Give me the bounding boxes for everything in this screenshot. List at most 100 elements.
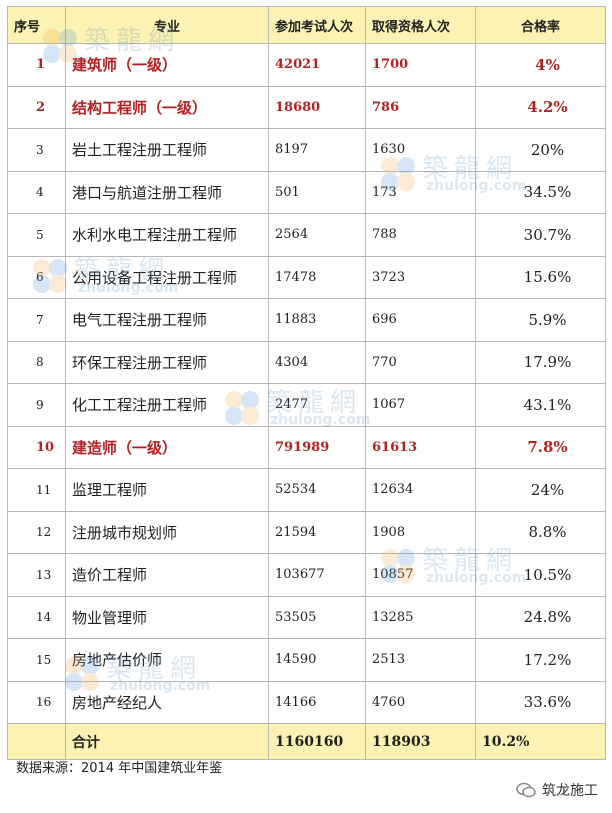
source-footnote: 数据来源：2014 年中国建筑业年鉴 [16, 761, 223, 776]
wechat-icon [516, 782, 536, 798]
row-index: 13 [7, 553, 66, 597]
row-pass-rate: 43.1% [475, 383, 606, 427]
row-index: 9 [7, 383, 66, 427]
row-exam-count: 2477 [268, 383, 366, 427]
row-specialty: 岩土工程注册工程师 [65, 128, 269, 172]
brand-label: 筑龙施工 [542, 783, 598, 799]
row-index: 14 [7, 595, 66, 639]
row-pass-rate: 24.8% [475, 595, 606, 639]
row-specialty: 电气工程注册工程师 [65, 298, 269, 342]
row-qualified-count: 13285 [365, 595, 476, 639]
row-qualified-count: 173 [365, 170, 476, 214]
row-index: 3 [7, 128, 66, 172]
row-pass-rate: 4.2% [475, 85, 606, 129]
row-index: 2 [7, 85, 66, 129]
row-index: 4 [7, 170, 66, 214]
table-row: 8 环保工程注册工程师 4304 770 17.9% [7, 340, 606, 384]
table-row: 6 公用设备工程注册工程师 17478 3723 15.6% [7, 255, 606, 299]
row-exam-count: 14590 [268, 638, 366, 682]
table-row: 10 建造师（一级） 791989 61613 7.8% [7, 425, 606, 469]
total-label: 合计 [65, 723, 269, 760]
row-specialty: 环保工程注册工程师 [65, 340, 269, 384]
row-qualified-count: 12634 [365, 468, 476, 512]
table-row: 9 化工工程注册工程师 2477 1067 43.1% [7, 383, 606, 427]
table-row: 12 注册城市规划师 21594 1908 8.8% [7, 510, 606, 554]
row-exam-count: 4304 [268, 340, 366, 384]
row-pass-rate: 5.9% [475, 298, 606, 342]
row-exam-count: 42021 [268, 43, 366, 87]
row-specialty: 物业管理师 [65, 595, 269, 639]
row-specialty: 建造师（一级） [65, 425, 269, 469]
row-index: 16 [7, 680, 66, 724]
row-exam-count: 14166 [268, 680, 366, 724]
row-exam-count: 53505 [268, 595, 366, 639]
row-specialty: 房地产经纪人 [65, 680, 269, 724]
row-exam-count: 501 [268, 170, 366, 214]
total-exam-count: 1160160 [268, 723, 366, 760]
table-row: 4 港口与航道注册工程师 501 173 34.5% [7, 170, 606, 214]
row-specialty: 港口与航道注册工程师 [65, 170, 269, 214]
row-qualified-count: 770 [365, 340, 476, 384]
row-pass-rate: 8.8% [475, 510, 606, 554]
row-index: 11 [7, 468, 66, 512]
table-row: 5 水利水电工程注册工程师 2564 788 30.7% [7, 213, 606, 257]
table-row: 16 房地产经纪人 14166 4760 33.6% [7, 680, 606, 724]
total-qualified-count: 118903 [365, 723, 476, 760]
row-exam-count: 103677 [268, 553, 366, 597]
row-qualified-count: 10857 [365, 553, 476, 597]
table-row: 15 房地产估价师 14590 2513 17.2% [7, 638, 606, 682]
row-specialty: 结构工程师（一级） [65, 85, 269, 129]
row-qualified-count: 788 [365, 213, 476, 257]
row-index: 6 [7, 255, 66, 299]
row-qualified-count: 61613 [365, 425, 476, 469]
header-specialty: 专业 [65, 6, 269, 44]
header-pass-rate: 合格率 [475, 6, 606, 44]
row-exam-count: 17478 [268, 255, 366, 299]
row-index: 15 [7, 638, 66, 682]
row-index: 10 [7, 425, 66, 469]
row-pass-rate: 17.2% [475, 638, 606, 682]
row-pass-rate: 34.5% [475, 170, 606, 214]
row-index: 5 [7, 213, 66, 257]
pass-rate-table: 序号 专业 参加考试人次 取得资格人次 合格率 1 建筑师（一级） 42021 170… [7, 6, 606, 760]
row-exam-count: 18680 [268, 85, 366, 129]
row-pass-rate: 33.6% [475, 680, 606, 724]
row-qualified-count: 696 [365, 298, 476, 342]
row-pass-rate: 20% [475, 128, 606, 172]
brand-badge: 筑龙施工 [516, 780, 598, 800]
row-qualified-count: 1067 [365, 383, 476, 427]
row-pass-rate: 10.5% [475, 553, 606, 597]
table-row: 1 建筑师（一级） 42021 1700 4% [7, 43, 606, 87]
row-exam-count: 8197 [268, 128, 366, 172]
header-index: 序号 [7, 6, 66, 44]
row-exam-count: 2564 [268, 213, 366, 257]
row-qualified-count: 2513 [365, 638, 476, 682]
table-row: 13 造价工程师 103677 10857 10.5% [7, 553, 606, 597]
table-header-row: 序号 专业 参加考试人次 取得资格人次 合格率 [7, 6, 606, 44]
row-specialty: 水利水电工程注册工程师 [65, 213, 269, 257]
row-pass-rate: 24% [475, 468, 606, 512]
total-row: 合计 1160160 118903 10.2% [7, 723, 606, 760]
row-exam-count: 21594 [268, 510, 366, 554]
row-index: 1 [7, 43, 66, 87]
table-row: 11 监理工程师 52534 12634 24% [7, 468, 606, 512]
row-qualified-count: 3723 [365, 255, 476, 299]
row-specialty: 公用设备工程注册工程师 [65, 255, 269, 299]
row-specialty: 房地产估价师 [65, 638, 269, 682]
row-qualified-count: 1908 [365, 510, 476, 554]
table-row: 3 岩土工程注册工程师 8197 1630 20% [7, 128, 606, 172]
row-specialty: 监理工程师 [65, 468, 269, 512]
header-exam-count: 参加考试人次 [268, 6, 366, 44]
row-qualified-count: 1700 [365, 43, 476, 87]
row-qualified-count: 1630 [365, 128, 476, 172]
row-qualified-count: 786 [365, 85, 476, 129]
row-pass-rate: 17.9% [475, 340, 606, 384]
row-exam-count: 11883 [268, 298, 366, 342]
row-specialty: 注册城市规划师 [65, 510, 269, 554]
row-specialty: 造价工程师 [65, 553, 269, 597]
row-pass-rate: 30.7% [475, 213, 606, 257]
row-index: 8 [7, 340, 66, 384]
table-row: 7 电气工程注册工程师 11883 696 5.9% [7, 298, 606, 342]
row-pass-rate: 15.6% [475, 255, 606, 299]
row-specialty: 建筑师（一级） [65, 43, 269, 87]
